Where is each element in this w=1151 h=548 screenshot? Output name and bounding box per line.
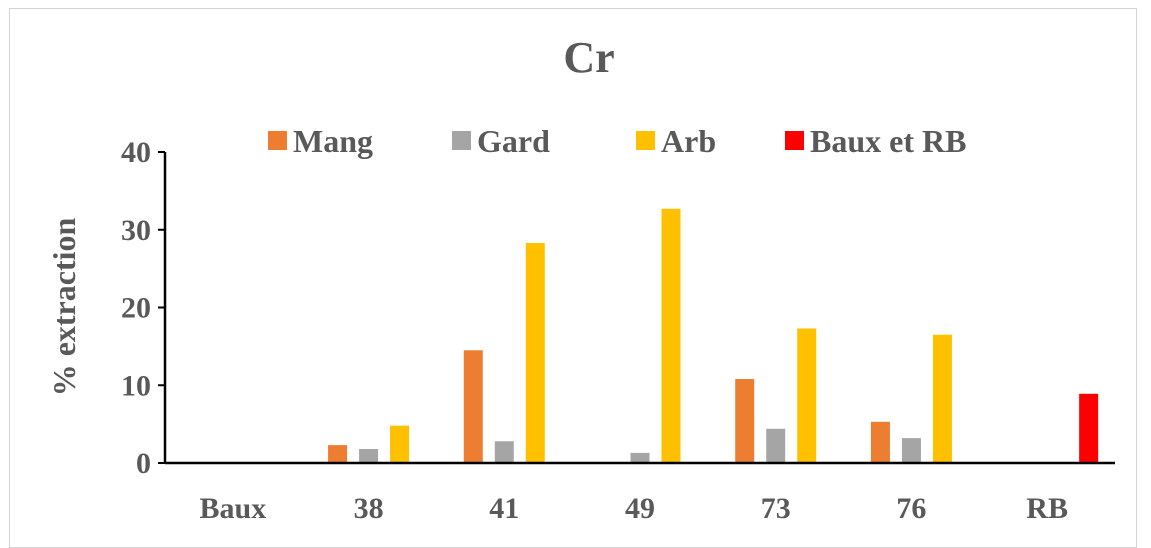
legend-swatch: [268, 131, 287, 150]
bar-gard: [901, 438, 921, 463]
legend-label: Baux et RB: [810, 123, 966, 159]
legend-swatch: [785, 131, 804, 150]
x-tick-label: 38: [354, 492, 384, 525]
chart-title: Cr: [563, 33, 614, 82]
y-tick-label: 40: [121, 136, 151, 169]
y-tick-label: 20: [121, 292, 151, 325]
legend-swatch: [452, 131, 471, 150]
bar-gard: [359, 449, 379, 463]
bar-arb: [932, 334, 952, 463]
y-tick-label: 30: [121, 214, 151, 247]
bar-baux-et-rb: [1079, 393, 1099, 463]
bar-mang: [870, 421, 890, 463]
bar-gard: [766, 428, 786, 463]
bar-mang: [735, 379, 755, 463]
y-axis-title: % extraction: [46, 217, 82, 396]
legend-label: Gard: [477, 123, 550, 159]
x-tick-label: 73: [761, 492, 791, 525]
x-ticks: Baux 38 41 49 73 76 RB: [200, 492, 1068, 525]
legend-label: Mang: [293, 123, 373, 159]
x-tick-label: Baux: [200, 492, 267, 525]
bar-arb: [797, 328, 817, 463]
legend-label: Arb: [661, 123, 716, 159]
x-tick-label: 49: [625, 492, 655, 525]
bar-arb: [525, 242, 545, 463]
x-tick-label: 41: [489, 492, 519, 525]
bar-mang: [328, 445, 348, 463]
bar-arb: [390, 425, 410, 463]
legend-swatch: [636, 131, 655, 150]
axes: [163, 152, 1115, 465]
bar-gard: [494, 441, 514, 463]
bar-chart: Cr Mang Gard Arb Baux et RB % extraction 0 1…: [46, 33, 1115, 525]
y-ticks: 0 10 20 30 40: [121, 136, 165, 480]
legend: Mang Gard Arb Baux et RB: [268, 123, 966, 159]
x-tick-label: 76: [896, 492, 926, 525]
x-tick-label: RB: [1026, 492, 1068, 525]
bars: [328, 208, 1099, 463]
y-tick-label: 0: [136, 447, 151, 480]
y-tick-label: 10: [121, 369, 151, 402]
bar-gard: [630, 452, 650, 463]
bar-mang: [463, 350, 483, 463]
bar-arb: [661, 208, 681, 463]
